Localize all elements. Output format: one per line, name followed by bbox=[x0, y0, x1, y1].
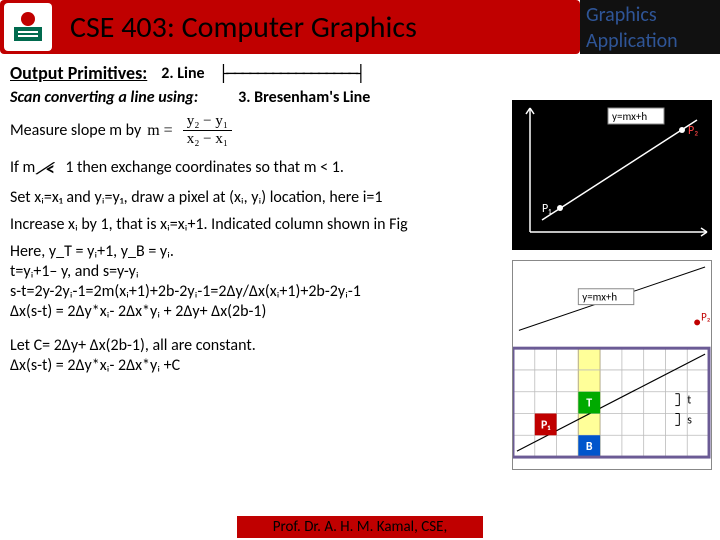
if-m-suffix: 1 then exchange coordinates so that m < … bbox=[65, 158, 344, 177]
measure-slope-text: Measure slope m by bbox=[10, 121, 141, 140]
subsection-label: 2. Line bbox=[161, 64, 204, 83]
formula-denominator: x₂ − x₁ bbox=[187, 131, 228, 148]
svg-text:y=mx+h: y=mx+h bbox=[612, 110, 647, 123]
svg-text:t: t bbox=[687, 394, 691, 408]
scan-converting-text: Scan converting a line using: bbox=[10, 88, 198, 107]
figure-grid-bresenham: y=mx+h P₂ P₁ T Bts bbox=[512, 260, 712, 470]
svg-text:T: T bbox=[586, 397, 592, 411]
not-less-than-icon: <⁄ bbox=[39, 158, 61, 180]
svg-text:P₂: P₂ bbox=[688, 124, 698, 138]
corner-label: Graphics Application bbox=[580, 0, 720, 54]
svg-text:P₁: P₁ bbox=[541, 418, 550, 432]
svg-text:y=mx+h: y=mx+h bbox=[582, 291, 617, 304]
course-title: CSE 403: Computer Graphics bbox=[70, 9, 417, 46]
formula-numerator: y₂ − y₁ bbox=[183, 113, 232, 131]
corner-line2: Application bbox=[586, 29, 678, 53]
corner-line1: Graphics bbox=[586, 3, 657, 27]
svg-text:P₂: P₂ bbox=[701, 310, 711, 323]
section-label: Output Primitives: bbox=[10, 62, 147, 84]
line-segment-glyph: ├─────────────────┤ bbox=[219, 64, 364, 83]
algorithm-name: 3. Bresenham's Line bbox=[238, 88, 370, 107]
header: CSE 403: Computer Graphics Graphics Appl… bbox=[0, 0, 720, 54]
formula-prefix: m = bbox=[147, 122, 172, 140]
figure-line-axes: y=mx+h P₁ P₂ bbox=[512, 100, 712, 250]
svg-text:P₁: P₁ bbox=[542, 202, 551, 216]
slope-formula: y₂ − y₁ x₂ − x₁ bbox=[183, 113, 232, 148]
footer-text: Prof. Dr. A. H. M. Kamal, CSE, bbox=[237, 516, 483, 538]
svg-text:s: s bbox=[687, 413, 692, 427]
if-m-prefix: If m bbox=[10, 158, 35, 177]
footer: Prof. Dr. A. H. M. Kamal, CSE, bbox=[0, 514, 720, 540]
svg-text:B: B bbox=[586, 440, 593, 454]
university-logo bbox=[4, 3, 52, 51]
